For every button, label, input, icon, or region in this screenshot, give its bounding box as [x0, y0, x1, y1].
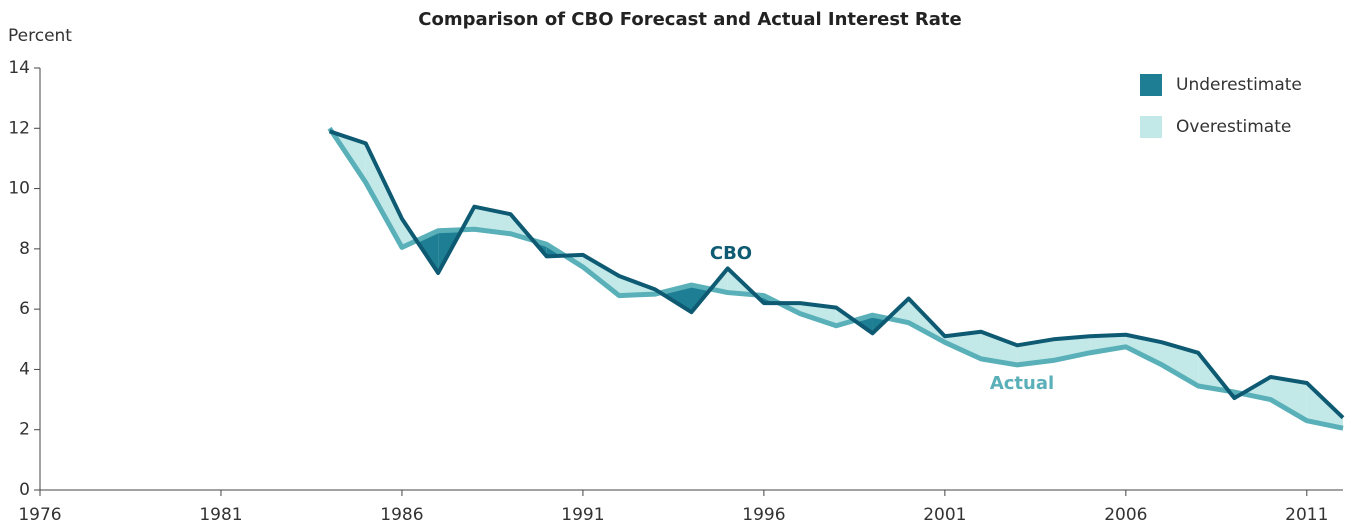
x-tick-label: 2006	[1104, 505, 1147, 525]
x-tick-label: 1996	[742, 505, 785, 525]
gap-fill	[365, 143, 402, 248]
x-tick-label: 1991	[561, 505, 604, 525]
y-tick-label: 4	[19, 359, 30, 379]
gap-fill	[1270, 376, 1307, 421]
gap-fill	[981, 331, 1018, 365]
y-tick-label: 12	[8, 118, 30, 138]
x-tick-label: 1981	[199, 505, 242, 525]
y-tick-label: 14	[8, 58, 30, 78]
gap-fill	[1089, 334, 1126, 353]
series-label: Actual	[990, 373, 1054, 394]
legend-swatch	[1140, 116, 1162, 138]
y-tick-label: 2	[19, 420, 30, 440]
series-line	[327, 126, 1344, 431]
x-tick-label: 2001	[923, 505, 966, 525]
y-axis-label: Percent	[8, 26, 72, 46]
gap-fill	[1162, 342, 1199, 387]
chart-title: Comparison of CBO Forecast and Actual In…	[418, 9, 961, 30]
series-line	[328, 129, 1345, 420]
y-tick-label: 8	[19, 239, 30, 259]
y-tick-label: 6	[19, 299, 30, 319]
legend-label: Underestimate	[1176, 75, 1302, 95]
legend-swatch	[1140, 74, 1162, 96]
y-tick-label: 0	[19, 480, 30, 500]
x-tick-label: 2011	[1285, 505, 1328, 525]
x-tick-label: 1976	[18, 505, 61, 525]
gap-fill	[800, 303, 837, 326]
x-tick-label: 1986	[380, 505, 423, 525]
series-label: CBO	[710, 243, 752, 264]
y-tick-label: 10	[8, 179, 30, 199]
legend-label: Overestimate	[1176, 117, 1291, 137]
